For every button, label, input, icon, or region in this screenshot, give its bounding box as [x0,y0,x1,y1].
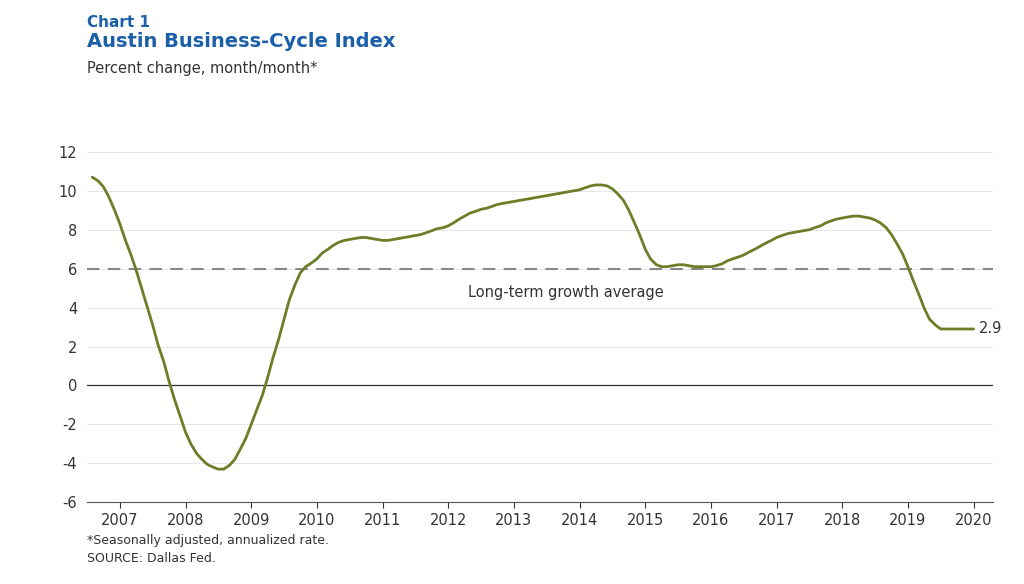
Text: Austin Business-Cycle Index: Austin Business-Cycle Index [87,32,395,51]
Text: Long-term growth average: Long-term growth average [468,285,664,300]
Text: 2.9: 2.9 [979,321,1002,336]
Text: *Seasonally adjusted, annualized rate.: *Seasonally adjusted, annualized rate. [87,534,329,547]
Text: Percent change, month/month*: Percent change, month/month* [87,61,317,77]
Text: SOURCE: Dallas Fed.: SOURCE: Dallas Fed. [87,552,216,565]
Text: Chart 1: Chart 1 [87,15,151,30]
